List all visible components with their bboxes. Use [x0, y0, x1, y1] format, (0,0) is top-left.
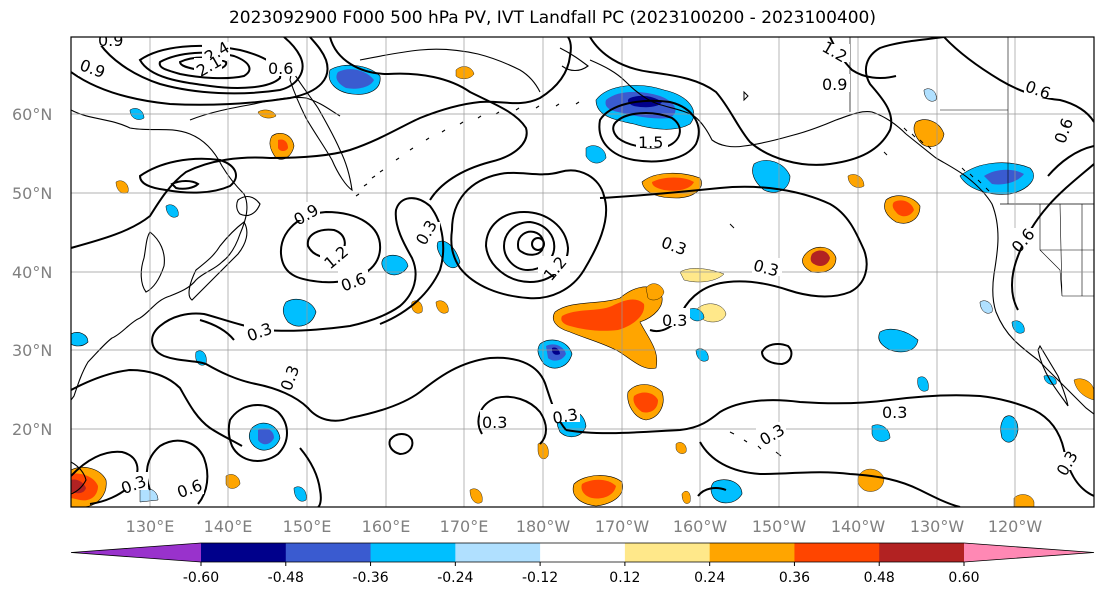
shade-blue-small-8	[165, 204, 179, 218]
shade-small-orange-3	[675, 442, 687, 454]
shade-red-135w-47n	[892, 200, 914, 217]
shade-navy-180-30n	[552, 347, 560, 355]
lon-label: 160°W	[673, 517, 728, 536]
colorbar-segment	[285, 543, 372, 562]
contour-label: 1.5	[638, 133, 663, 152]
lon-label: 130°E	[126, 517, 175, 536]
colorbar-tick-label: -0.24	[437, 570, 473, 586]
colorbar-tick-label: 0.12	[609, 570, 640, 586]
colorbar-tick-label: -0.60	[183, 570, 219, 586]
shade-blue-small-14	[923, 88, 937, 102]
colorbar-segment	[540, 543, 626, 562]
longitude-labels: 130°E 140°E 150°E 160°E 170°E 180°W 170°…	[126, 517, 1043, 536]
contour-label: 0.9	[98, 31, 123, 50]
contour-label: 0.3	[482, 413, 507, 432]
coastlines	[71, 37, 1094, 495]
shade-small-orange-10	[469, 488, 483, 504]
shade-small-orange-8	[847, 174, 865, 188]
shade-midblue-150e-20n	[258, 428, 274, 445]
shade-blue-small-1	[585, 145, 607, 164]
contour-label: 0.9	[822, 75, 847, 94]
colorbar-extend-max	[964, 543, 1094, 562]
contour-label: 0.3	[882, 403, 907, 422]
lon-label: 180°W	[516, 517, 571, 536]
shade-orange-110w-23n	[1073, 378, 1094, 401]
shade-red-160w-52n	[652, 177, 694, 191]
lon-label: 170°W	[595, 517, 650, 536]
lon-label: 130°W	[910, 517, 965, 536]
lon-label: 160°E	[362, 517, 411, 536]
colorbar-segment	[370, 543, 456, 562]
minor-features	[729, 51, 990, 229]
lat-label: 40°N	[12, 263, 52, 282]
pv-shading	[71, 64, 1094, 507]
lat-label: 60°N	[12, 105, 52, 124]
shade-blue-small-15	[979, 300, 993, 314]
shade-red-145e-57n	[278, 139, 288, 151]
shade-small-orange-6	[435, 300, 449, 314]
shade-red-175w-12n	[581, 479, 616, 499]
lat-label: 50°N	[12, 184, 52, 203]
shade-small-orange-9	[681, 491, 691, 504]
shade-blue-155e-35n	[282, 299, 317, 327]
shade-blue-165e-40n	[381, 254, 409, 276]
colorbar-tick-label: -0.48	[268, 570, 304, 586]
contour-label: 0.3	[551, 405, 579, 428]
lon-label: 150°W	[752, 517, 807, 536]
shade-darkred-140w-42n	[810, 250, 830, 266]
plot-title: 2023092900 F000 500 hPa PV, IVT Landfall…	[228, 8, 876, 28]
colorbar-segment	[879, 543, 965, 562]
shade-red-170w-25n	[633, 392, 658, 413]
shade-orange-135w-58n	[913, 119, 945, 147]
lon-label: 150°E	[283, 517, 332, 536]
shade-blue-small-5	[695, 348, 709, 362]
colorbar-segment	[709, 543, 795, 562]
lon-label: 140°W	[831, 517, 886, 536]
lon-label: 170°E	[440, 517, 489, 536]
shade-central-pacific-red	[561, 299, 645, 331]
shade-blue-small-13	[293, 486, 307, 502]
shade-blue-small-4	[917, 376, 929, 392]
colorbar-segment	[794, 543, 880, 562]
colorbar: -0.60 -0.48 -0.36 -0.24 -0.12 0.12 0.24 0.36 0.4…	[70, 542, 1095, 586]
shade-blue-125e-30n	[71, 332, 89, 347]
colorbar-tick-label: 0.36	[779, 570, 810, 586]
lon-label: 120°W	[988, 517, 1043, 536]
lat-label: 30°N	[12, 341, 52, 360]
shade-orange-168e-65n	[455, 66, 475, 79]
colorbar-tick-label: -0.12	[522, 570, 558, 586]
latitude-labels: 60°N 50°N 40°N 30°N 20°N	[12, 105, 52, 439]
colorbar-tick-label: 0.60	[948, 570, 979, 586]
shade-orange-140w-10n	[857, 468, 885, 492]
contour-label: 0.3	[662, 311, 687, 330]
lat-label: 20°N	[12, 420, 52, 439]
colorbar-extend-min	[71, 543, 201, 562]
contour-label: 0.6	[268, 59, 293, 78]
lon-label: 140°E	[204, 517, 253, 536]
shade-blue-145w-32n	[878, 328, 919, 353]
pv-contours	[71, 37, 1094, 507]
colorbar-segment	[624, 543, 711, 562]
colorbar-segment	[201, 543, 287, 562]
colorbar-tick-label: 0.24	[694, 570, 725, 586]
colorbar-tick-label: -0.36	[352, 570, 388, 586]
shade-orange-165w-35n	[645, 283, 665, 301]
colorbar-tick-label: 0.48	[864, 570, 895, 586]
shade-midblue-135w-50n	[984, 169, 1024, 185]
map-border	[70, 36, 1095, 508]
shade-orange-120w-15n	[1013, 494, 1035, 507]
shade-small-orange-11	[115, 180, 129, 194]
shade-midblue-160e-65n	[336, 69, 374, 89]
shade-darkred-sw-corner	[71, 479, 86, 494]
colorbar-segment	[455, 543, 541, 562]
